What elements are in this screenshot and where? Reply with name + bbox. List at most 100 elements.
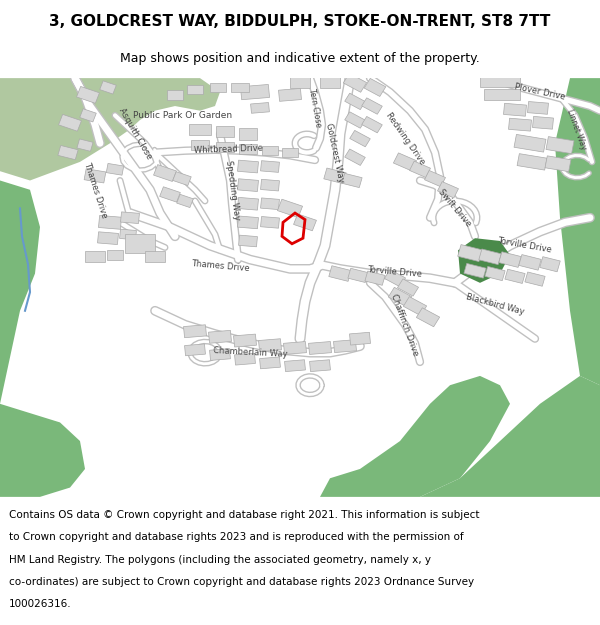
Polygon shape [485,266,505,281]
Polygon shape [364,78,386,96]
Polygon shape [106,164,124,175]
Text: Whitbread Drive: Whitbread Drive [193,144,263,156]
Text: to Crown copyright and database rights 2023 and is reproduced with the permissio: to Crown copyright and database rights 2… [9,532,464,542]
Polygon shape [362,98,382,114]
Polygon shape [107,250,123,259]
Polygon shape [84,169,106,183]
Polygon shape [284,341,307,354]
Polygon shape [238,216,259,229]
Polygon shape [209,349,230,361]
Polygon shape [385,269,406,287]
Polygon shape [533,116,553,129]
Polygon shape [282,148,298,158]
Text: Map shows position and indicative extent of the property.: Map shows position and indicative extent… [120,52,480,65]
Polygon shape [231,82,249,92]
Text: Chamberlain Way: Chamberlain Way [212,346,287,359]
Polygon shape [85,251,105,262]
Text: HM Land Registry. The polygons (including the associated geometry, namely x, y: HM Land Registry. The polygons (includin… [9,554,431,564]
Polygon shape [239,144,257,154]
Polygon shape [293,214,316,231]
Polygon shape [119,229,136,240]
Polygon shape [388,288,412,306]
Polygon shape [345,149,365,166]
Polygon shape [503,103,526,116]
Polygon shape [58,146,78,159]
Polygon shape [527,101,548,114]
Polygon shape [394,153,416,171]
Text: Tern Close: Tern Close [307,88,323,128]
Polygon shape [160,187,181,202]
Polygon shape [233,334,256,347]
Polygon shape [525,272,545,286]
Polygon shape [284,360,305,372]
Text: 100026316.: 100026316. [9,599,71,609]
Polygon shape [420,376,600,497]
Polygon shape [209,331,232,343]
Polygon shape [177,194,193,208]
Polygon shape [345,93,365,109]
Polygon shape [0,404,85,497]
Polygon shape [189,124,211,135]
Polygon shape [324,168,346,184]
Polygon shape [0,78,220,181]
Text: Linnet Way: Linnet Way [565,107,589,151]
Polygon shape [185,344,205,356]
Polygon shape [251,102,269,113]
Polygon shape [546,137,574,154]
Polygon shape [458,244,482,261]
Text: Redwing Drive: Redwing Drive [384,111,426,166]
Polygon shape [458,238,510,283]
Text: Public Park Or Garden: Public Park Or Garden [133,111,233,120]
Polygon shape [98,232,118,244]
Polygon shape [403,297,427,316]
Polygon shape [121,212,139,224]
Polygon shape [365,271,385,285]
Polygon shape [519,254,541,270]
Polygon shape [308,341,331,354]
Polygon shape [77,86,100,103]
Polygon shape [0,181,40,497]
Text: Blackbird Way: Blackbird Way [465,292,525,316]
Polygon shape [329,266,351,281]
Polygon shape [100,81,116,94]
Text: Plover Drive: Plover Drive [514,82,566,102]
Polygon shape [98,216,122,229]
Polygon shape [397,279,419,296]
Polygon shape [173,172,191,186]
Polygon shape [545,156,571,172]
Polygon shape [187,84,203,94]
Text: Thames Drive: Thames Drive [190,259,250,273]
Polygon shape [184,325,206,338]
Polygon shape [238,179,259,191]
Polygon shape [235,353,256,365]
Text: Chaffinch Drive: Chaffinch Drive [389,292,421,357]
Polygon shape [499,252,521,268]
Polygon shape [259,339,281,352]
Polygon shape [509,118,532,131]
Text: co-ordinates) are subject to Crown copyright and database rights 2023 Ordnance S: co-ordinates) are subject to Crown copyr… [9,577,474,587]
Polygon shape [505,269,525,284]
Polygon shape [362,116,382,133]
Polygon shape [320,78,340,88]
Polygon shape [484,89,520,101]
Text: Contains OS data © Crown copyright and database right 2021. This information is : Contains OS data © Crown copyright and d… [9,510,479,520]
Text: Thames Drive: Thames Drive [82,161,109,219]
Polygon shape [216,126,234,137]
Polygon shape [154,164,176,181]
Text: 3, GOLDCREST WAY, BIDDULPH, STOKE-ON-TRENT, ST8 7TT: 3, GOLDCREST WAY, BIDDULPH, STOKE-ON-TRE… [49,14,551,29]
Polygon shape [167,90,183,99]
Polygon shape [239,235,257,247]
Polygon shape [342,173,362,188]
Polygon shape [350,131,370,147]
Polygon shape [238,198,259,210]
Polygon shape [210,82,226,92]
Polygon shape [125,234,155,253]
Polygon shape [437,182,458,198]
Polygon shape [334,339,356,352]
Polygon shape [517,154,547,170]
Polygon shape [320,376,510,497]
Polygon shape [77,139,93,151]
Polygon shape [260,216,280,228]
Polygon shape [278,88,301,101]
Polygon shape [555,78,600,385]
